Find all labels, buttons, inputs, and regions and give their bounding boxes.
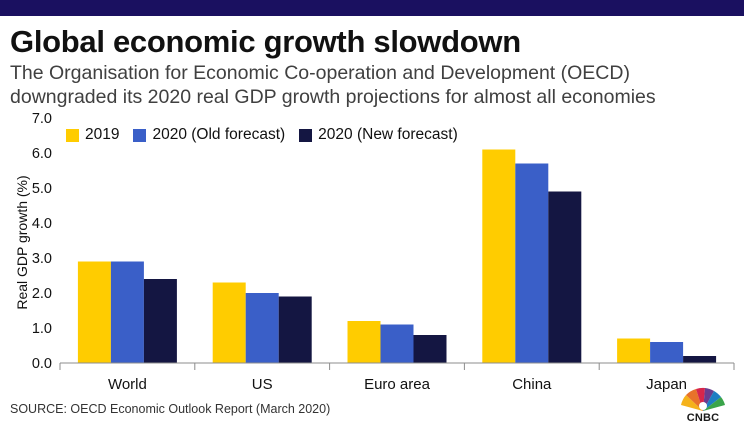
bar-us-2 xyxy=(278,296,312,363)
x-tick-label-world: World xyxy=(108,376,147,393)
bar-world-2 xyxy=(143,279,177,363)
bar-china-1 xyxy=(515,163,549,363)
legend-item-2020-old: 2020 (Old forecast) xyxy=(133,126,285,144)
cnbc-logo-text: CNBC xyxy=(686,412,720,424)
y-tick-label-6: 6.0 xyxy=(32,146,52,162)
legend-swatch-2020-old xyxy=(133,128,147,142)
bar-us-1 xyxy=(245,293,279,363)
y-tick-label-4: 4.0 xyxy=(32,216,52,232)
bar-japan-0 xyxy=(617,338,651,363)
bar-china-0 xyxy=(482,149,516,363)
source-note: SOURCE: OECD Economic Outlook Report (Ma… xyxy=(10,402,331,416)
bar-euro-area-1 xyxy=(380,324,414,363)
legend-item-2020-new: 2020 (New forecast) xyxy=(299,126,458,144)
y-tick-label-1: 1.0 xyxy=(32,321,52,337)
chart-subtitle: The Organisation for Economic Co-operati… xyxy=(10,62,656,108)
y-tick-label-2: 2.0 xyxy=(32,286,52,302)
legend-label-2020-old: 2020 (Old forecast) xyxy=(152,126,286,143)
bar-euro-area-2 xyxy=(413,335,447,363)
bar-euro-area-0 xyxy=(347,321,381,363)
chart-legend: 2019 2020 (Old forecast) 2020 (New forec… xyxy=(66,126,472,144)
x-tick-label-japan: Japan xyxy=(646,376,687,393)
top-banner-bar xyxy=(0,0,744,16)
y-tick-label-7: 7.0 xyxy=(32,111,52,127)
bar-china-2 xyxy=(548,191,582,363)
bar-japan-2 xyxy=(683,356,717,363)
y-tick-label-3: 3.0 xyxy=(32,251,52,267)
bar-us-0 xyxy=(212,282,246,363)
legend-swatch-2019 xyxy=(66,128,79,142)
bar-japan-1 xyxy=(650,342,684,363)
x-tick-label-us: US xyxy=(252,376,273,393)
legend-label-2019: 2019 xyxy=(85,126,120,143)
bar-world-0 xyxy=(77,261,111,363)
x-tick-label-euro-area: Euro area xyxy=(364,376,431,393)
chart-title: Global economic growth slowdown xyxy=(10,24,521,59)
y-tick-label-0: 0.0 xyxy=(32,356,52,372)
y-tick-label-5: 5.0 xyxy=(32,181,52,197)
cnbc-peacock-icon xyxy=(681,387,725,411)
legend-item-2019: 2019 xyxy=(66,126,119,144)
legend-label-2020-new: 2020 (New forecast) xyxy=(318,126,458,143)
x-tick-label-china: China xyxy=(512,376,552,393)
legend-swatch-2020-new xyxy=(299,128,313,142)
bar-world-1 xyxy=(110,261,144,363)
y-axis-title: Real GDP growth (%) xyxy=(14,175,30,309)
